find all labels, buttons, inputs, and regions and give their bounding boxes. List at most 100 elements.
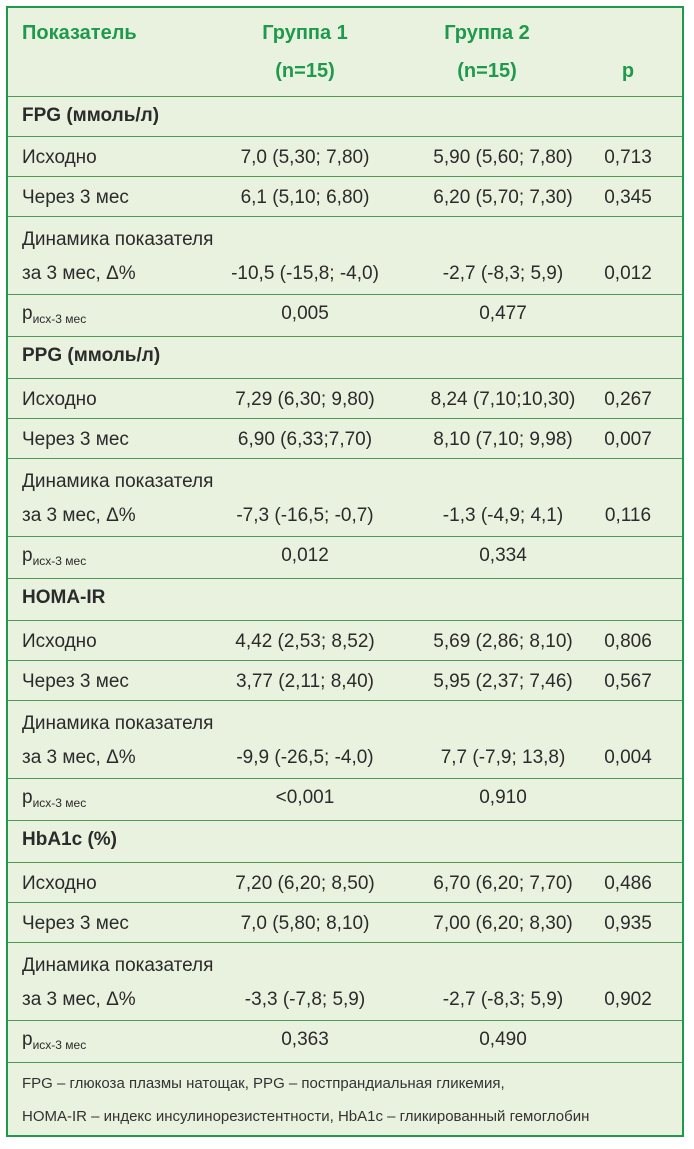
row-label: Исходно bbox=[22, 147, 97, 168]
p-symbol: p bbox=[22, 303, 33, 324]
p-change-label: pисх-3 мес bbox=[22, 787, 87, 810]
row-label: Динамика показателя bbox=[22, 229, 214, 250]
p-subscript: исх-3 мес bbox=[32, 796, 87, 810]
row-label-line2: за 3 мес, Δ% bbox=[22, 505, 136, 526]
p-value: 0,935 bbox=[604, 913, 652, 934]
section-title: HbA1c (%) bbox=[22, 829, 118, 850]
header-group1: Группа 1 bbox=[262, 22, 348, 44]
p-value: 0,116 bbox=[604, 505, 652, 526]
group2-value: -1,3 (-4,9; 4,1) bbox=[442, 505, 564, 526]
row-label: Через 3 мес bbox=[22, 429, 129, 450]
section-title-row: HbA1c (%) bbox=[8, 820, 682, 860]
group1-p-change: 0,012 bbox=[281, 545, 329, 566]
row-label: Динамика показателя bbox=[22, 955, 214, 976]
group2-value: 7,00 (6,20; 8,30) bbox=[433, 913, 573, 934]
footnote-line1: FPG – глюкоза плазмы натощак, PPG – пост… bbox=[22, 1075, 505, 1092]
row-label: Через 3 мес bbox=[22, 913, 129, 934]
p-symbol: p bbox=[22, 787, 33, 808]
row-label-line2: за 3 мес, Δ% bbox=[22, 747, 136, 768]
group1-value: 3,77 (2,11; 8,40) bbox=[235, 671, 375, 692]
group2-value: 8,24 (7,10;10,30) bbox=[430, 389, 576, 410]
section-title: PPG (ммоль/л) bbox=[22, 345, 161, 366]
p-subscript: исх-3 мес bbox=[32, 312, 87, 326]
p-symbol: p bbox=[22, 545, 33, 566]
p-value: 0,713 bbox=[604, 147, 652, 168]
table-row: Динамика показателя за 3 мес, Δ% -3,3 (-… bbox=[8, 942, 682, 1020]
group2-p-change: 0,477 bbox=[479, 303, 527, 324]
data-table: Показатель Группа 1 (n=15) Группа 2 (n=1… bbox=[6, 6, 684, 1137]
footnote: FPG – глюкоза плазмы натощак, PPG – пост… bbox=[8, 1062, 682, 1137]
row-label: Исходно bbox=[22, 389, 97, 410]
p-symbol: p bbox=[22, 1029, 33, 1050]
row-label: Исходно bbox=[22, 873, 97, 894]
table-row: Динамика показателя за 3 мес, Δ% -7,3 (-… bbox=[8, 458, 682, 536]
group1-value: -7,3 (-16,5; -0,7) bbox=[236, 505, 374, 526]
row-label: Через 3 мес bbox=[22, 671, 129, 692]
group1-value: 6,90 (6,33;7,70) bbox=[237, 429, 373, 450]
p-change-label: pисх-3 мес bbox=[22, 1029, 87, 1052]
group2-value: 6,20 (5,70; 7,30) bbox=[433, 187, 573, 208]
group2-value: 8,10 (7,10; 9,98) bbox=[433, 429, 573, 450]
table-row: Исходно 7,0 (5,30; 7,80) 5,90 (5,60; 7,8… bbox=[8, 136, 682, 176]
group2-value: 6,70 (6,20; 7,70) bbox=[433, 873, 573, 894]
group1-value: 7,0 (5,30; 7,80) bbox=[240, 147, 370, 168]
section-title: FPG (ммоль/л) bbox=[22, 105, 160, 126]
header-group2-n: (n=15) bbox=[457, 60, 517, 82]
table-row: Через 3 мес 6,1 (5,10; 6,80) 6,20 (5,70;… bbox=[8, 176, 682, 216]
p-value: 0,012 bbox=[604, 263, 652, 284]
table-row: pисх-3 мес 0,012 0,334 bbox=[8, 536, 682, 576]
group1-value: -9,9 (-26,5; -4,0) bbox=[236, 747, 374, 768]
row-label-line2: за 3 мес, Δ% bbox=[22, 263, 136, 284]
group1-value: -3,3 (-7,8; 5,9) bbox=[244, 989, 366, 1010]
header-p: p bbox=[621, 60, 635, 82]
group1-value: -10,5 (-15,8; -4,0) bbox=[231, 263, 379, 284]
row-label: Динамика показателя bbox=[22, 713, 214, 734]
table-row: pисх-3 мес 0,005 0,477 bbox=[8, 294, 682, 334]
p-value: 0,806 bbox=[604, 631, 652, 652]
row-label: Исходно bbox=[22, 631, 97, 652]
section-title: HOMA-IR bbox=[22, 587, 106, 608]
group2-value: 7,7 (-7,9; 13,8) bbox=[440, 747, 566, 768]
p-value: 0,567 bbox=[604, 671, 652, 692]
section-title-row: FPG (ммоль/л) bbox=[8, 96, 682, 136]
p-subscript: исх-3 мес bbox=[32, 1038, 87, 1052]
table-row: Через 3 мес 3,77 (2,11; 8,40) 5,95 (2,37… bbox=[8, 660, 682, 700]
group2-p-change: 0,334 bbox=[479, 545, 527, 566]
table-header: Показатель Группа 1 (n=15) Группа 2 (n=1… bbox=[8, 8, 682, 96]
group1-p-change: <0,001 bbox=[275, 787, 335, 808]
table-row: Исходно 7,29 (6,30; 9,80) 8,24 (7,10;10,… bbox=[8, 378, 682, 418]
header-group2: Группа 2 bbox=[444, 22, 530, 44]
table-row: Исходно 7,20 (6,20; 8,50) 6,70 (6,20; 7,… bbox=[8, 862, 682, 902]
table-row: Через 3 мес 6,90 (6,33;7,70) 8,10 (7,10;… bbox=[8, 418, 682, 458]
table-row: Динамика показателя за 3 мес, Δ% -9,9 (-… bbox=[8, 700, 682, 778]
p-change-label: pисх-3 мес bbox=[22, 303, 87, 326]
p-value: 0,007 bbox=[604, 429, 652, 450]
table-row: pисх-3 мес 0,363 0,490 bbox=[8, 1020, 682, 1060]
group1-p-change: 0,363 bbox=[281, 1029, 329, 1050]
group2-p-change: 0,490 bbox=[479, 1029, 527, 1050]
header-group1-n: (n=15) bbox=[275, 60, 335, 82]
group1-value: 6,1 (5,10; 6,80) bbox=[240, 187, 370, 208]
row-label: Через 3 мес bbox=[22, 187, 129, 208]
table-row: Динамика показателя за 3 мес, Δ% -10,5 (… bbox=[8, 216, 682, 294]
p-value: 0,345 bbox=[604, 187, 652, 208]
group2-value: 5,95 (2,37; 7,46) bbox=[433, 671, 573, 692]
p-value: 0,267 bbox=[604, 389, 652, 410]
table-row: Исходно 4,42 (2,53; 8,52) 5,69 (2,86; 8,… bbox=[8, 620, 682, 660]
section-title-row: HOMA-IR bbox=[8, 578, 682, 618]
p-change-label: pисх-3 мес bbox=[22, 545, 86, 568]
table-row: pисх-3 мес <0,001 0,910 bbox=[8, 778, 682, 818]
section-title-row: PPG (ммоль/л) bbox=[8, 336, 682, 376]
p-value: 0,902 bbox=[604, 989, 652, 1010]
row-label-line2: за 3 мес, Δ% bbox=[22, 989, 136, 1010]
footnote-line2: HOMA-IR – индекс инсулинорезистентности,… bbox=[22, 1108, 590, 1125]
group1-value: 7,0 (5,80; 8,10) bbox=[240, 913, 370, 934]
group1-value: 7,29 (6,30; 9,80) bbox=[235, 389, 375, 410]
group1-value: 7,20 (6,20; 8,50) bbox=[235, 873, 375, 894]
p-value: 0,486 bbox=[604, 873, 652, 894]
p-value: 0,004 bbox=[604, 747, 652, 768]
group1-p-change: 0,005 bbox=[281, 303, 329, 324]
table-row: Через 3 мес 7,0 (5,80; 8,10) 7,00 (6,20;… bbox=[8, 902, 682, 942]
group2-value: -2,7 (-8,3; 5,9) bbox=[442, 989, 564, 1010]
group2-value: -2,7 (-8,3; 5,9) bbox=[442, 263, 564, 284]
